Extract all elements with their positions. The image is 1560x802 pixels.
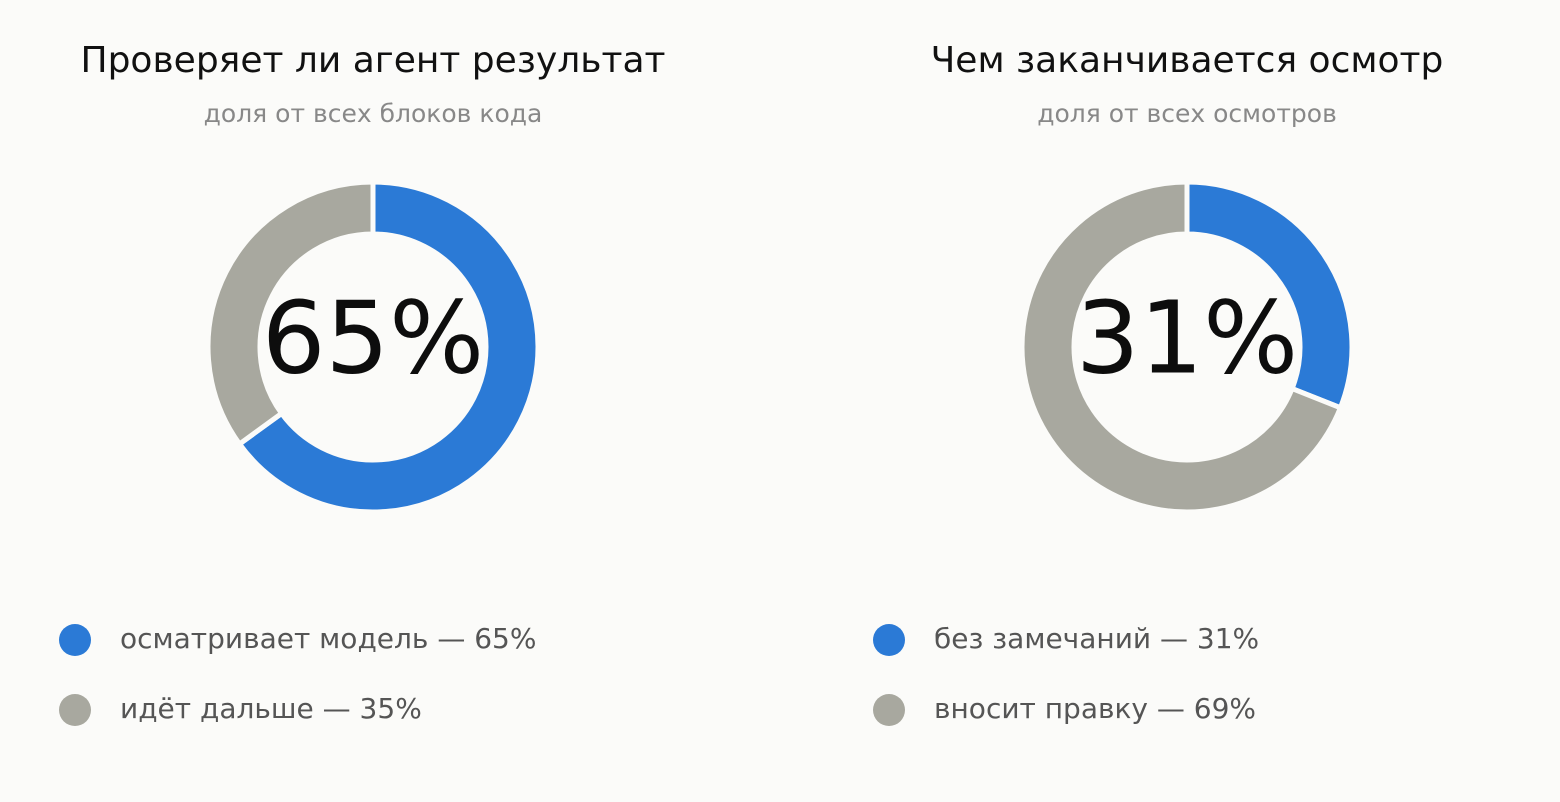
center-label: 31% [1076,279,1298,396]
donut-segment [205,179,376,448]
chart-title: Чем заканчивается осмотр [931,40,1444,81]
legend-label: осматривает модель — 65% [120,622,536,655]
legend-label: вносит правку — 69% [934,692,1256,725]
donut-segment [1184,179,1355,411]
chart-subtitle: доля от всех осмотров [1037,99,1337,128]
chart-title: Проверяет ли агент результат [81,40,666,81]
legend-label: идёт дальше — 35% [120,692,422,725]
center-label: 65% [262,279,484,396]
chart-subtitle: доля от всех блоков кода [204,99,543,128]
legend-marker [873,694,905,726]
legend-label: без замечаний — 31% [934,622,1259,655]
legend-marker [59,694,91,726]
donut-segment [1019,179,1344,515]
donut-segment [236,179,541,515]
legend-marker [873,624,905,656]
legend-marker [59,624,91,656]
